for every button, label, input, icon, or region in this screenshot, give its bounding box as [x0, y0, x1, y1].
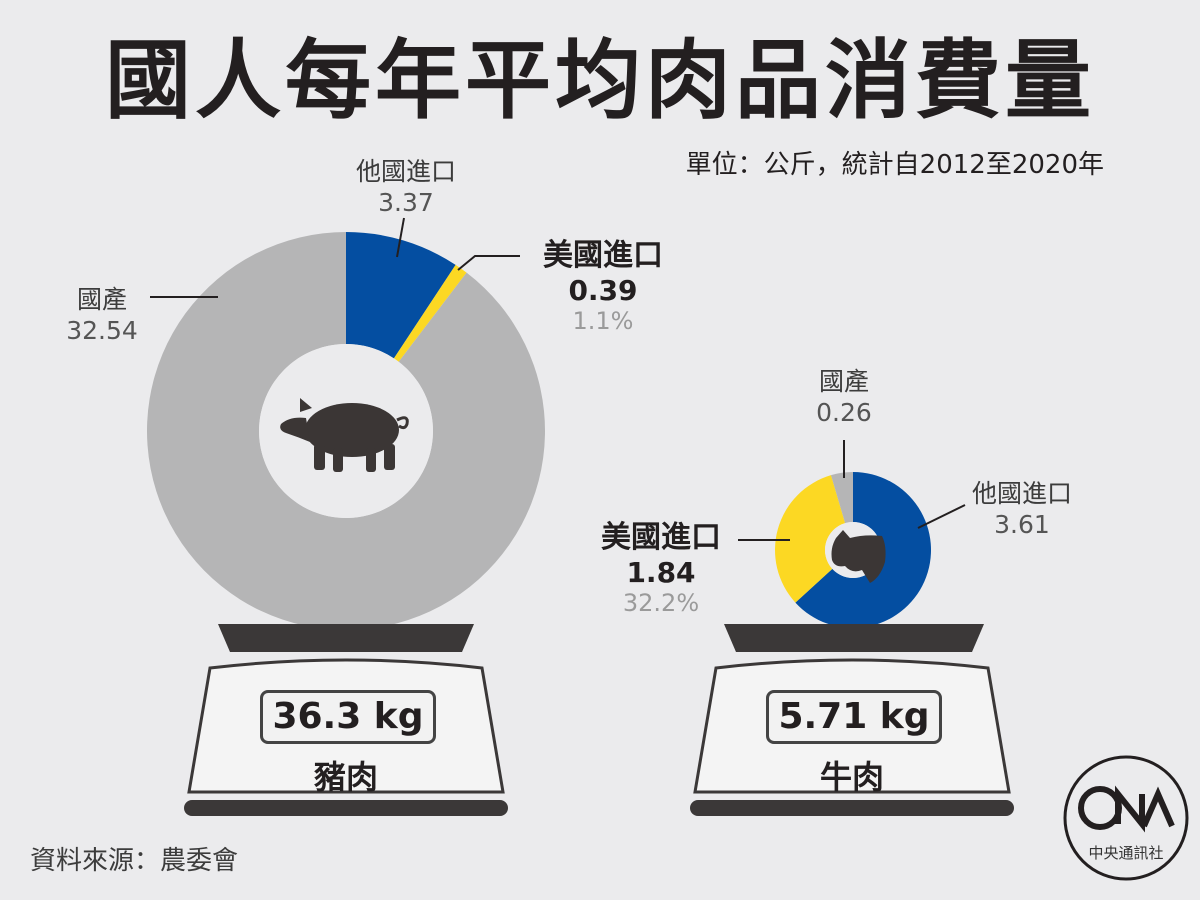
beef-us-import-label: 美國進口 1.84 32.2%	[586, 520, 736, 617]
pork-domestic-value: 32.54	[66, 316, 138, 346]
pig-icon	[280, 398, 409, 472]
pork-slice-other-import	[346, 232, 456, 359]
unit-note: 單位：公斤，統計自2012至2020年	[685, 150, 1104, 180]
pork-name: 豬肉	[313, 758, 378, 796]
pork-other-import-value: 3.37	[378, 188, 434, 218]
beef-domestic-value: 0.26	[816, 398, 872, 428]
beef-name: 牛肉	[819, 758, 884, 796]
pork-total-weight: 36.3 kg	[260, 690, 436, 744]
beef-slice-domestic	[830, 472, 853, 524]
beef-us-import-value: 1.84	[626, 556, 696, 589]
beef-other-import-value: 3.61	[994, 510, 1050, 540]
cow-icon	[831, 530, 886, 583]
pork-other-import-label: 他國進口 3.37	[356, 157, 457, 218]
page-title: 國人每年平均肉品消費量	[105, 31, 1095, 131]
beef-domestic-label: 國產 0.26	[804, 366, 884, 429]
beef-other-import-leader	[917, 504, 966, 529]
source-note: 資料來源：農委會	[30, 846, 239, 876]
pork-domestic-label: 國產 32.54	[62, 284, 142, 347]
cna-logo-subtitle: 中央通訊社	[1088, 844, 1164, 862]
beef-us-import-pct: 32.2%	[622, 589, 700, 617]
beef-total-weight: 5.71 kg	[766, 690, 942, 744]
pork-slice-us-import	[393, 264, 467, 362]
pork-us-import-value: 0.39	[568, 274, 638, 307]
pork-us-import-pct: 1.1%	[572, 307, 634, 335]
cna-logo	[1063, 755, 1189, 881]
beef-other-import-label: 他國進口 3.61	[964, 478, 1080, 541]
beef-slice-other-import	[795, 472, 931, 628]
beef-slice-us-import	[775, 475, 846, 603]
pork-other-import-leader	[396, 217, 405, 258]
pork-us-import-leader	[457, 255, 520, 271]
pork-slice-domestic	[147, 232, 545, 630]
pork-us-import-label: 美國進口 0.39 1.1%	[528, 238, 678, 335]
